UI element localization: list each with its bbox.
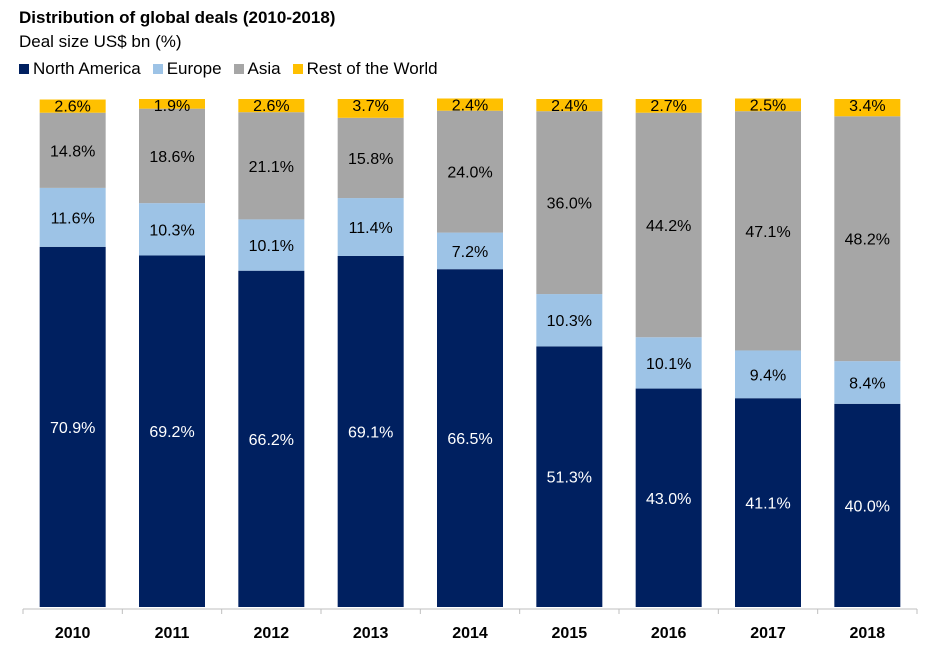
data-label: 48.2% <box>845 232 890 249</box>
bar-segment-rest-of-the-world <box>735 98 801 112</box>
bar-segment-north-america <box>139 255 205 608</box>
data-label: 40.0% <box>845 498 890 515</box>
bar-segment-asia <box>337 117 404 199</box>
bar-segment-europe <box>536 294 603 347</box>
bar-segment-north-america <box>635 388 702 607</box>
bar-segment-asia <box>238 112 305 220</box>
data-label: 69.1% <box>348 424 393 441</box>
bar-segment-europe <box>635 337 702 389</box>
bar-segment-asia <box>536 111 603 295</box>
bar-segment-asia <box>735 111 801 351</box>
data-label: 24.0% <box>447 165 492 182</box>
bar-segment-rest-of-the-world <box>536 99 603 112</box>
x-tick-label: 2014 <box>452 625 488 642</box>
bar-segment-asia <box>437 110 503 233</box>
legend-swatch <box>292 64 303 74</box>
data-label: 3.4% <box>849 98 885 115</box>
bar-segment-north-america <box>536 346 603 607</box>
legend: North America Europe Asia Rest of the World <box>19 59 438 79</box>
data-label: 1.9% <box>154 98 190 115</box>
bar-segment-north-america <box>238 270 305 607</box>
data-label: 36.0% <box>547 196 592 213</box>
data-label: 69.2% <box>149 424 194 441</box>
legend-item-asia: Asia <box>233 59 281 79</box>
bar-segment-north-america <box>437 269 503 607</box>
bar-segment-europe <box>735 350 801 399</box>
data-label: 70.9% <box>50 420 95 437</box>
x-tick-label: 2015 <box>552 625 588 642</box>
legend-swatch <box>19 64 29 74</box>
data-label: 2.6% <box>253 98 289 115</box>
bar-segment-asia <box>834 116 901 362</box>
data-label: 43.0% <box>646 491 691 508</box>
legend-label: North America <box>33 59 141 78</box>
data-label: 7.2% <box>452 244 488 261</box>
bar-segment-rest-of-the-world <box>238 99 305 113</box>
x-tick-label: 2013 <box>353 625 389 642</box>
bar-segment-north-america <box>834 403 901 607</box>
chart-title: Distribution of global deals (2010-2018) <box>19 8 336 27</box>
bar-segment-asia <box>139 108 205 204</box>
x-tick-label: 2012 <box>254 625 290 642</box>
bar-segment-europe <box>337 198 404 256</box>
data-label: 2.4% <box>551 98 587 115</box>
data-label: 18.6% <box>149 149 194 166</box>
data-label: 11.4% <box>349 220 393 237</box>
data-label: 15.8% <box>348 151 393 168</box>
bar-segment-north-america <box>39 246 106 607</box>
bar-segment-europe <box>139 203 205 256</box>
data-label: 9.4% <box>750 367 786 384</box>
data-label: 44.2% <box>646 218 691 235</box>
bar-segment-asia <box>39 112 106 188</box>
legend-item-north-america: North America <box>19 59 141 79</box>
legend-swatch <box>233 64 244 74</box>
bar-segment-europe <box>437 232 503 270</box>
data-label: 2.6% <box>54 99 90 116</box>
bar-segment-rest-of-the-world <box>337 99 404 118</box>
bar-segment-europe <box>238 219 305 271</box>
data-label: 14.8% <box>50 143 95 160</box>
data-label: 10.1% <box>249 238 294 255</box>
x-tick-label: 2011 <box>155 625 190 642</box>
data-label: 47.1% <box>745 224 790 241</box>
bar-segment-rest-of-the-world <box>39 99 106 113</box>
data-label: 2.7% <box>650 98 686 115</box>
bar-segment-asia <box>635 112 702 338</box>
x-tick-label: 2018 <box>850 625 886 642</box>
bar-segment-rest-of-the-world <box>437 98 503 111</box>
data-label: 10.3% <box>547 313 592 330</box>
bar-segment-north-america <box>735 398 801 607</box>
legend-item-rest-of-the-world: Rest of the World <box>292 59 438 79</box>
data-label: 2.5% <box>750 97 786 114</box>
bar-segment-rest-of-the-world <box>139 99 205 109</box>
chart-subtitle: Deal size US$ bn (%) <box>19 32 182 51</box>
bar-segment-north-america <box>337 255 404 608</box>
data-label: 66.5% <box>447 431 492 448</box>
data-label: 3.7% <box>352 98 388 115</box>
bar-segment-rest-of-the-world <box>834 99 901 117</box>
data-label: 8.4% <box>849 375 885 392</box>
x-tick-label: 2017 <box>750 625 786 642</box>
data-label: 10.1% <box>646 356 691 373</box>
data-label: 51.3% <box>547 470 592 487</box>
x-tick-label: 2010 <box>55 625 91 642</box>
bar-segment-rest-of-the-world <box>635 99 702 113</box>
legend-swatch <box>152 64 163 74</box>
legend-item-europe: Europe <box>152 59 222 79</box>
bar-segment-europe <box>39 187 106 247</box>
legend-label: Asia <box>247 59 281 78</box>
data-label: 66.2% <box>249 432 294 449</box>
bar-segment-europe <box>834 361 901 404</box>
data-label: 2.4% <box>452 97 488 114</box>
legend-label: Rest of the World <box>306 59 438 78</box>
data-label: 41.1% <box>745 496 790 513</box>
data-label: 10.3% <box>149 222 194 239</box>
legend-label: Europe <box>166 59 222 78</box>
data-label: 21.1% <box>249 159 294 176</box>
x-tick-label: 2016 <box>651 625 687 642</box>
data-label: 11.6% <box>51 210 95 227</box>
